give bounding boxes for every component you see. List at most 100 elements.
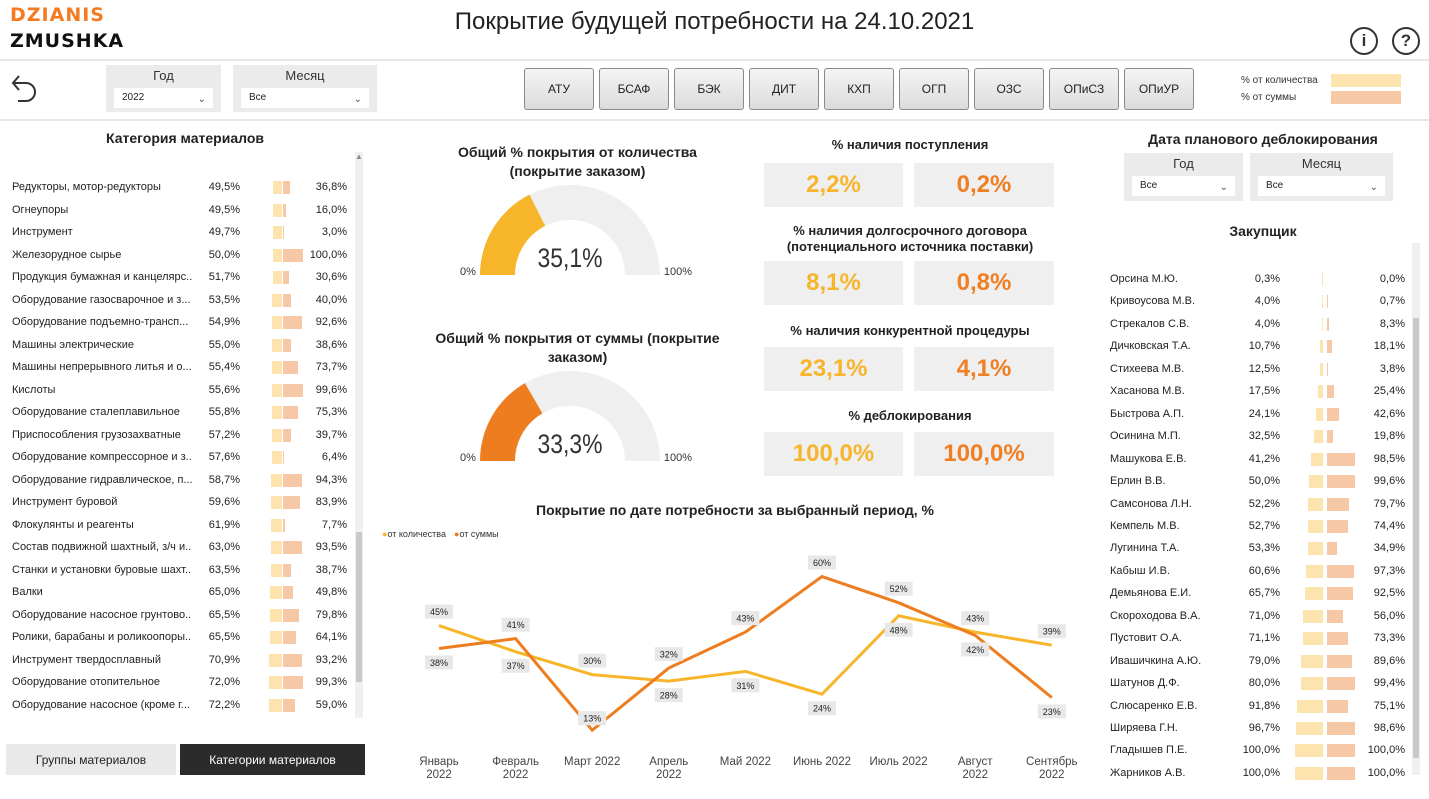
categories-row[interactable]: Ролики, барабаны и роликоопоры... 65,5% 64… — [12, 626, 352, 648]
categories-row-qty-bar — [270, 608, 282, 622]
categories-row-sum-pct: 16,0% — [315, 203, 347, 216]
buyers-row-sum-pct: 92,5% — [1373, 587, 1405, 600]
buyers-row-qty-bar — [1321, 317, 1323, 331]
categories-row[interactable]: Оборудование гидравлическое, п... 58,7% 94… — [12, 469, 352, 491]
categories-scroll-thumb[interactable] — [356, 532, 362, 682]
categories-row-qty-pct: 55,4% — [208, 361, 240, 373]
categories-row-qty-bar — [273, 203, 282, 217]
dept-button-9[interactable]: ОПиУР — [1124, 68, 1194, 110]
dept-button-4[interactable]: ДИТ — [749, 68, 819, 110]
unblock-month-slicer[interactable]: Месяц Все ⌄ — [1250, 153, 1393, 201]
categories-row[interactable]: Редукторы, мотор-редукторы 49,5% 36,8% — [12, 176, 352, 198]
dept-button-1[interactable]: АТУ — [524, 68, 594, 110]
data-label-bg — [1037, 624, 1066, 639]
categories-row[interactable]: Оборудование отопительное 72,0% 99,3% — [12, 671, 352, 693]
tab-material-groups[interactable]: Группы материалов — [6, 744, 176, 775]
dept-button-5[interactable]: КХП — [824, 68, 894, 110]
buyers-row-sum-bar — [1327, 452, 1355, 466]
buyers-row[interactable]: Лугинина Т.А. 53,3% 34,9% — [1110, 537, 1410, 559]
buyers-row[interactable]: Ерлин В.В. 50,0% 99,6% — [1110, 470, 1410, 492]
data-label-bg — [731, 611, 760, 626]
buyers-row-qty-pct: 60,6% — [1248, 564, 1280, 577]
categories-row[interactable]: Инструмент 49,7% 3,0% — [12, 221, 352, 243]
unblock-year-dropdown[interactable]: Все ⌄ — [1132, 176, 1235, 196]
buyers-row[interactable]: Стрекалов С.В. 4,0% 8,3% — [1110, 313, 1410, 335]
buyers-row-sum-bar — [1327, 430, 1333, 444]
info-icon[interactable]: i — [1350, 27, 1378, 55]
buyers-row-qty-bar — [1295, 766, 1323, 780]
scroll-up-icon[interactable]: ▲ — [355, 152, 363, 161]
categories-row[interactable]: Железорудное сырье 50,0% 100,0% — [12, 244, 352, 266]
buyers-row[interactable]: Жарников А.В. 100,0% 100,0% — [1110, 762, 1410, 784]
categories-row[interactable]: Оборудование подъемно-трансп... 54,9% 92,6… — [12, 311, 352, 333]
buyers-row-name: Скороходова В.А. — [1110, 609, 1201, 622]
categories-row[interactable]: Оборудование компрессорное и з... 57,6% 6,… — [12, 446, 352, 468]
buyers-row[interactable]: Стихеева М.В. 12,5% 3,8% — [1110, 358, 1410, 380]
categories-row[interactable]: Оборудование сталеплавильное 55,8% 75,3% — [12, 401, 352, 423]
categories-row[interactable]: Продукция бумажная и канцелярс... 51,7% 30… — [12, 266, 352, 288]
buyers-row[interactable]: Кривоусова М.В. 4,0% 0,7% — [1110, 290, 1410, 312]
data-label-text: 43% — [966, 614, 984, 624]
buyers-row[interactable]: Шатунов Д.Ф. 80,0% 99,4% — [1110, 672, 1410, 694]
categories-row[interactable]: Оборудование насосное грунтово... 65,5% 79… — [12, 604, 352, 626]
categories-row[interactable]: Валки 65,0% 49,8% — [12, 581, 352, 603]
categories-row[interactable]: Кислоты 55,6% 99,6% — [12, 379, 352, 401]
coverage-line-chart: 45% 37% 30% 28% 31% 24% 48% 43% 39% 38% 41% 13% 32% 4… — [419, 555, 1078, 781]
buyers-row[interactable]: Орсина М.Ю. 0,3% 0,0% — [1110, 268, 1410, 290]
buyers-row[interactable]: Демьянова Е.И. 65,7% 92,5% — [1110, 582, 1410, 604]
buyers-row[interactable]: Пустовит О.А. 71,1% 73,3% — [1110, 627, 1410, 649]
dept-button-6[interactable]: ОГП — [899, 68, 969, 110]
buyers-scrollbar[interactable] — [1412, 243, 1420, 775]
data-label-bg — [961, 642, 990, 657]
unblock-month-dropdown[interactable]: Все ⌄ — [1258, 176, 1385, 196]
categories-row[interactable]: Машины электрические 55,0% 38,6% — [12, 334, 352, 356]
categories-row[interactable]: Инструмент буровой 59,6% 83,9% — [12, 491, 352, 513]
categories-row[interactable]: Станки и установки буровые шахт... 63,5% 3… — [12, 559, 352, 581]
month-slicer[interactable]: Месяц Все ⌄ — [233, 65, 377, 112]
buyers-row[interactable]: Ивашичкина А.Ю. 79,0% 89,6% — [1110, 650, 1410, 672]
buyers-row[interactable]: Слюсаренко Е.В. 91,8% 75,1% — [1110, 695, 1410, 717]
legend-item-qty: ●от количества — [382, 529, 446, 539]
dept-button-8[interactable]: ОПиСЗ — [1049, 68, 1119, 110]
categories-scrollbar[interactable]: ▲ — [355, 152, 363, 718]
buyers-row-qty-bar — [1303, 609, 1323, 623]
year-dropdown[interactable]: 2022 ⌄ — [114, 88, 213, 108]
buyers-row-sum-pct: 18,1% — [1373, 340, 1405, 353]
dept-button-2[interactable]: БСАФ — [599, 68, 669, 110]
buyers-row[interactable]: Ширяева Г.Н. 96,7% 98,6% — [1110, 717, 1410, 739]
chevron-down-icon: ⌄ — [353, 94, 362, 105]
unblock-year-slicer[interactable]: Год Все ⌄ — [1124, 153, 1243, 201]
help-icon[interactable]: ? — [1392, 27, 1420, 55]
categories-row[interactable]: Машины непрерывного литья и о... 55,4% 73,… — [12, 356, 352, 378]
year-slicer[interactable]: Год 2022 ⌄ — [106, 65, 221, 112]
categories-row[interactable]: Флокулянты и реагенты 61,9% 7,7% — [12, 514, 352, 536]
dept-button-7[interactable]: ОЗС — [974, 68, 1044, 110]
buyers-row[interactable]: Осинина М.П. 32,5% 19,8% — [1110, 425, 1410, 447]
categories-row[interactable]: Состав подвижной шахтный, з/ч и... 63,0% 9… — [12, 536, 352, 558]
buyers-row-qty-bar — [1300, 654, 1323, 668]
buyers-row-name: Шатунов Д.Ф. — [1110, 677, 1180, 690]
buyers-scroll-thumb[interactable] — [1413, 318, 1419, 758]
categories-row[interactable]: Огнеупоры 49,5% 16,0% — [12, 199, 352, 221]
buyers-row[interactable]: Кемпель М.В. 52,7% 74,4% — [1110, 515, 1410, 537]
undo-arrow-icon[interactable] — [10, 72, 38, 107]
categories-row-qty-pct: 59,6% — [208, 496, 240, 508]
data-label-text: 39% — [1043, 627, 1061, 637]
categories-row[interactable]: Оборудование насосное (кроме г... 72,2% 59… — [12, 694, 352, 716]
data-label: 23% — [1037, 704, 1066, 719]
month-dropdown[interactable]: Все ⌄ — [241, 88, 369, 108]
categories-row-qty-pct: 63,5% — [208, 563, 240, 576]
buyers-row[interactable]: Машукова Е.В. 41,2% 98,5% — [1110, 448, 1410, 470]
buyers-row[interactable]: Самсонова Л.Н. 52,2% 79,7% — [1110, 493, 1410, 515]
buyers-row[interactable]: Гладышев П.Е. 100,0% 100,0% — [1110, 739, 1410, 761]
dept-button-3[interactable]: БЭК — [674, 68, 744, 110]
buyers-row[interactable]: Хасанова М.В. 17,5% 25,4% — [1110, 380, 1410, 402]
buyers-row[interactable]: Скороходова В.А. 71,0% 56,0% — [1110, 605, 1410, 627]
buyers-row[interactable]: Быстрова А.П. 24,1% 42,6% — [1110, 403, 1410, 425]
tab-material-categories[interactable]: Категории материалов — [180, 744, 365, 775]
buyers-row[interactable]: Дичковская Т.А. 10,7% 18,1% — [1110, 335, 1410, 357]
buyers-row[interactable]: Кабыш И.В. 60,6% 97,3% — [1110, 560, 1410, 582]
categories-row[interactable]: Оборудование газосварочное и з... 53,5% 40… — [12, 289, 352, 311]
categories-row[interactable]: Инструмент твердосплавный 70,9% 93,2% — [12, 649, 352, 671]
categories-row[interactable]: Приспособления грузозахватные 57,2% 39,7% — [12, 424, 352, 446]
